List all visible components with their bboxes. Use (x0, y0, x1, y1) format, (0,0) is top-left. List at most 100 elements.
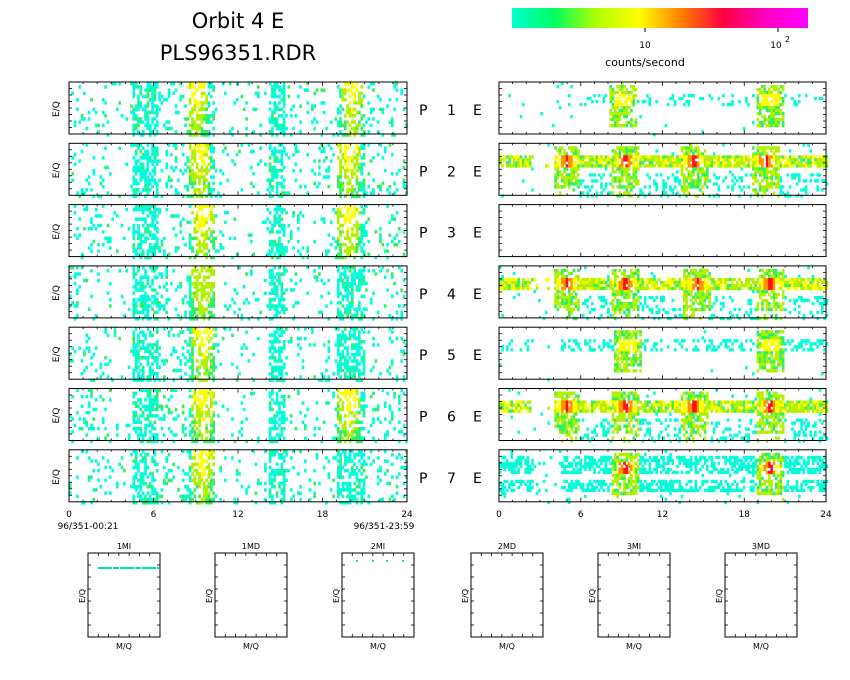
heatmap-cell (294, 272, 298, 276)
heatmap-cell (388, 336, 392, 341)
heatmap-cell (346, 252, 349, 257)
heatmap-cell (369, 110, 373, 115)
heatmap-cell (278, 301, 281, 305)
heatmap-cell (153, 181, 157, 186)
heatmap-cell (198, 272, 201, 276)
heatmap-cells (71, 82, 408, 137)
heatmap-cell (374, 439, 378, 444)
heatmap-cell (139, 255, 143, 260)
heatmap-cell (360, 359, 364, 363)
heatmap-cell (137, 181, 140, 186)
heatmap-cell (134, 359, 138, 363)
heatmap-cell (210, 497, 213, 502)
heatmap-cell (393, 426, 396, 431)
heatmap-cell (351, 375, 354, 379)
heatmap-cell (405, 343, 408, 347)
heatmap-cells (69, 388, 408, 444)
heatmap-cell (336, 107, 340, 112)
heatmap-cell (146, 307, 150, 311)
heatmap-cell (238, 265, 241, 270)
heatmap-cell (141, 156, 145, 160)
heatmap-cell (634, 88, 638, 92)
heatmap-cell (158, 346, 161, 350)
heatmap-cell (362, 156, 366, 160)
heatmap-cell (214, 107, 218, 112)
heatmap-cell (282, 481, 286, 486)
heatmap-cell (772, 121, 776, 125)
heatmap-cell (155, 236, 159, 241)
heatmap-cell (141, 491, 145, 495)
heatmap-cell (602, 100, 606, 104)
heatmap-cell (104, 327, 107, 331)
heatmap-cell (402, 465, 406, 470)
heatmap-cell (205, 378, 208, 382)
heatmap-cell (346, 359, 349, 363)
heatmap-cell (210, 310, 213, 315)
heatmap-cell (137, 469, 140, 473)
heatmap-cell (242, 407, 246, 412)
heatmap-cell (193, 123, 197, 128)
heatmap-cell (87, 110, 91, 115)
heatmap-cell (212, 368, 215, 373)
heatmap-cell (205, 307, 208, 311)
heatmap-cell (292, 152, 295, 157)
heatmap-cell (271, 278, 274, 283)
heatmap-cell (620, 94, 624, 98)
panel-number: 2 (447, 164, 456, 180)
heatmap-cell (770, 118, 773, 122)
heatmap-cell (360, 233, 364, 237)
heatmap-cell (348, 494, 352, 499)
heatmap-cell (212, 114, 215, 118)
heatmap-cell (207, 114, 211, 118)
heatmap-cell (90, 98, 93, 102)
heatmap-cell (289, 497, 293, 502)
heatmap-cell (92, 194, 96, 198)
heatmap-cell (113, 330, 117, 334)
heatmap-cell (311, 327, 314, 331)
heatmap-cell (353, 194, 356, 198)
heatmap-cell (353, 462, 356, 467)
heatmap-cell (282, 98, 286, 102)
heatmap-cell (315, 120, 319, 124)
heatmap-cell (186, 184, 190, 189)
heatmap-cell (195, 291, 199, 295)
heatmap-cell (339, 94, 342, 99)
heatmap-cell (202, 233, 206, 237)
heatmap-cell (132, 307, 136, 311)
heatmap-cell (268, 478, 272, 483)
heatmap-cell (134, 191, 138, 195)
heatmap-cell (141, 252, 145, 257)
heatmap-cell (153, 249, 157, 253)
heatmap-cell (362, 123, 366, 128)
heatmap-cell (210, 430, 213, 434)
heatmap-cell (367, 143, 371, 147)
heatmap-cell (207, 410, 211, 415)
heatmap-cell (106, 375, 110, 379)
heatmap-cell (200, 433, 204, 437)
heatmap-cell (137, 217, 140, 221)
heatmap-cell (139, 204, 143, 209)
heatmap-cell (200, 417, 204, 421)
heatmap-cell (155, 340, 159, 344)
heatmap-cell (144, 423, 147, 428)
heatmap-cell (202, 188, 206, 192)
heatmap-cell (195, 165, 199, 170)
heatmap-cell (360, 133, 364, 137)
heatmap-cell (362, 469, 366, 473)
heatmap-cell (325, 304, 328, 308)
heatmap-cell (141, 288, 145, 292)
heatmap-cell (155, 394, 159, 399)
heatmap-cell (353, 333, 356, 338)
heatmap-cell (311, 107, 314, 112)
heatmap-cell (207, 491, 211, 495)
heatmap-cell (92, 497, 96, 502)
heatmap-cell (717, 97, 721, 101)
heatmap-cell (193, 85, 197, 89)
heatmap-cell (360, 378, 364, 382)
heatmap-cell (275, 398, 279, 402)
heatmap-cell (360, 114, 364, 118)
heatmap-cell (348, 285, 352, 289)
heatmap-cell (111, 378, 114, 382)
heatmap-cell (205, 255, 208, 260)
heatmap-cell (381, 107, 385, 112)
